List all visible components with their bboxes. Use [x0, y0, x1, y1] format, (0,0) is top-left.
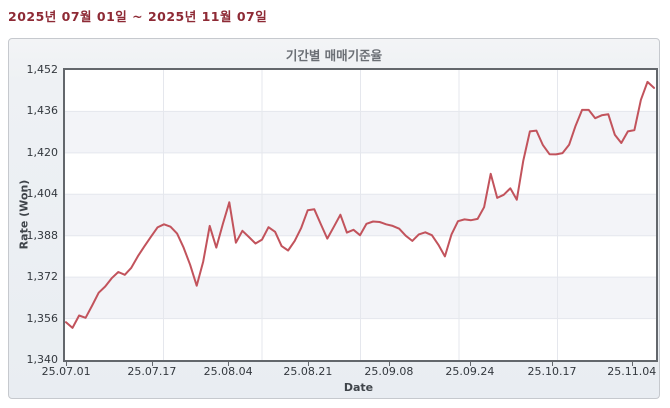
x-tick-mark: [631, 362, 633, 366]
x-tick-mark: [469, 362, 471, 366]
y-tick-label: 1,404: [26, 187, 59, 201]
plot-box: [63, 68, 658, 362]
x-tick-label: 25.08.04: [203, 365, 253, 378]
y-tick-label: 1,388: [26, 228, 59, 242]
y-tick-label: 1,356: [26, 311, 59, 325]
x-tick-label: 25.10.17: [527, 365, 577, 378]
x-tick-label: 25.09.08: [364, 365, 414, 378]
y-tick-label: 1,436: [26, 104, 59, 118]
x-axis-title: Date: [343, 381, 374, 394]
x-tick-mark: [307, 362, 309, 366]
rate-line-chart: [65, 70, 656, 360]
x-tick-mark: [551, 362, 553, 366]
y-axis-title: Rate (Won): [17, 179, 31, 250]
x-tick-label: 25.11.04: [607, 365, 657, 378]
x-tick-label: 25.09.24: [445, 365, 495, 378]
rate-series-line: [65, 80, 655, 329]
x-tick-mark: [151, 362, 153, 366]
y-tick-label: 1,340: [26, 353, 59, 366]
x-tick-label: 25.08.21: [283, 365, 333, 378]
y-tick-label: 1,420: [26, 145, 59, 159]
x-tick-label: 25.07.17: [127, 365, 177, 378]
y-tick-label: 1,452: [26, 63, 59, 76]
date-range-heading: 2025년 07월 01일 ~ 2025년 11월 07일: [8, 9, 268, 24]
x-tick-mark: [228, 362, 230, 366]
y-tick-label: 1,372: [26, 270, 59, 284]
x-tick-label: 25.07.01: [41, 365, 91, 378]
x-tick-mark: [66, 362, 68, 366]
chart-title: 기간별 매매기준율: [285, 48, 383, 63]
x-tick-mark: [388, 362, 390, 366]
